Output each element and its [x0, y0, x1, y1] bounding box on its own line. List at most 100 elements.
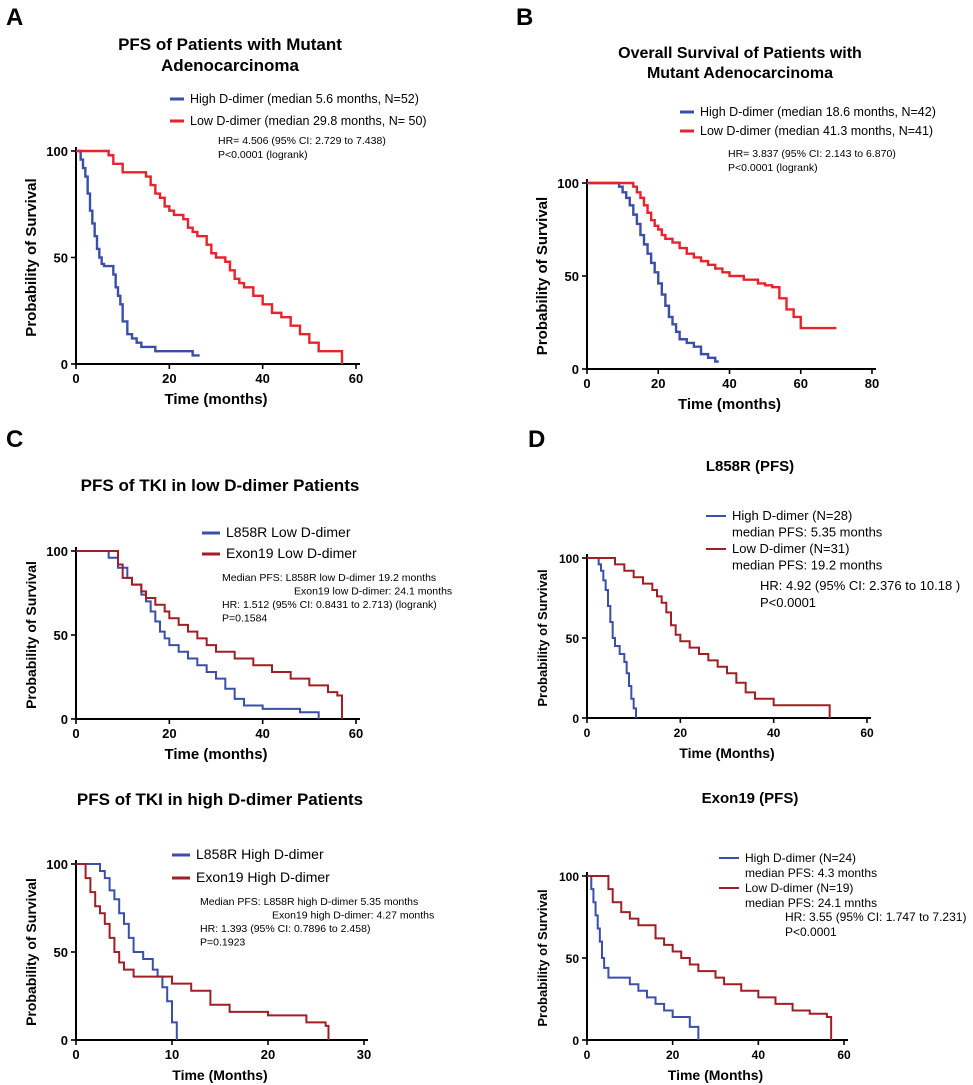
chart-d1-y-axis-title: Probability of Survival	[535, 569, 550, 706]
chart-c2-stat-text: HR: 1.393 (95% CI: 0.7896 to 2.458)	[200, 923, 370, 935]
chart-d2-series-high-curve	[587, 875, 700, 1040]
chart-b-series-high-curve	[587, 181, 719, 363]
chart-c1-x-tick-label: 0	[72, 726, 79, 741]
chart-d2-stat-text: HR: 3.55 (95% CI: 1.747 to 7.231)	[785, 910, 966, 924]
chart-b-y-tick-label: 0	[572, 362, 579, 377]
chart-b-legend-label: High D-dimer (median 18.6 months, N=42)	[700, 105, 936, 119]
chart-c2-series-high-curve	[76, 863, 178, 1040]
chart-a-y-axis-title: Probability of Survival	[23, 178, 40, 336]
chart-a-series-high-curve	[76, 149, 200, 357]
chart-c2-title-line-1: PFS of TKI in high D-dimer Patients	[76, 790, 364, 809]
chart-b-x-axis-title: Time (months)	[678, 396, 781, 413]
chart-c2-y-tick-label: 100	[46, 857, 68, 872]
panel-letter-b: B	[516, 4, 534, 31]
chart-d2-x-tick-label: 60	[837, 1048, 851, 1062]
chart-d1-x-tick-label: 60	[860, 726, 874, 740]
chart-d2-legend-label: median PFS: 4.3 months	[745, 866, 877, 880]
panel-letter-c: C	[6, 426, 24, 453]
chart-c1-legend-label: L858R Low D-dimer	[226, 524, 351, 540]
chart-a-legend-label: High D-dimer (median 5.6 months, N=52)	[190, 92, 419, 106]
chart-d2-y-tick-label: 100	[559, 870, 579, 884]
chart-d2-stat-text: P<0.0001	[785, 925, 837, 939]
chart-d1-stat-text: HR: 4.92 (95% CI: 2.376 to 10.18 )	[760, 578, 960, 593]
chart-c1-y-axis-title: Probability of Survival	[23, 561, 39, 709]
chart-d2-series-low-curve	[587, 875, 833, 1040]
chart-d1-series-high-curve	[587, 557, 637, 718]
chart-c1-title-line-1: PFS of TKI in low D-dimer Patients	[80, 476, 360, 495]
chart-c2-legend-label: L858R High D-dimer	[196, 846, 324, 862]
chart-c2-y-axis-title: Probability of Survival	[23, 878, 39, 1026]
chart-c1-legend-label: Exon19 Low D-dimer	[226, 545, 357, 561]
panel-letter-a: A	[6, 4, 24, 31]
chart-c2-series-low-curve	[76, 863, 330, 1040]
chart-a-x-axis-title: Time (months)	[164, 391, 267, 408]
chart-c2-x-axis-title: Time (Months)	[172, 1067, 267, 1083]
chart-c1-y-tick-label: 100	[46, 544, 68, 559]
chart-c1-x-tick-label: 20	[162, 726, 176, 741]
chart-d1-legend-label: High D-dimer (N=28)	[732, 508, 852, 523]
chart-c2-x-tick-label: 10	[165, 1047, 179, 1062]
chart-b-series-low-curve	[587, 181, 837, 330]
chart-b-y-tick-label: 50	[565, 269, 579, 284]
chart-b-title-line-1: Overall Survival of Patients with	[618, 45, 862, 62]
chart-d2-title: Exon19 (PFS)	[650, 790, 850, 807]
chart-a-y-tick-label: 100	[46, 144, 68, 159]
chart-b-title: Overall Survival of Patients with Mutant…	[560, 44, 920, 84]
chart-c1-y-tick-label: 50	[54, 628, 68, 643]
chart-d2-legend-label: Low D-dimer (N=19)	[745, 881, 853, 895]
chart-d2-x-tick-label: 20	[666, 1048, 680, 1062]
chart-d1-x-tick-label: 20	[674, 726, 688, 740]
chart-d1-y-tick-label: 100	[559, 552, 579, 566]
chart-d2-x-tick-label: 0	[584, 1048, 591, 1062]
chart-b-x-tick-label: 80	[865, 376, 879, 391]
chart-d1-legend-label: Low D-dimer (N=31)	[732, 541, 849, 556]
chart-d1-legend-label: median PFS: 5.35 months	[732, 525, 883, 540]
chart-c2-legend-label: Exon19 High D-dimer	[196, 869, 330, 885]
chart-a-y-tick-label: 0	[61, 357, 68, 372]
chart-b-x-tick-label: 40	[722, 376, 736, 391]
chart-c1-stat-text: HR: 1.512 (95% CI: 0.8431 to 2.713) (log…	[222, 599, 437, 611]
chart-d1-y-tick-label: 0	[572, 712, 579, 726]
chart-c2-title: PFS of TKI in high D-dimer Patients	[30, 790, 410, 810]
chart-c1-title: PFS of TKI in low D-dimer Patients	[40, 476, 400, 496]
chart-c2-y-tick-label: 50	[54, 945, 68, 960]
chart-d1-y-tick-label: 50	[566, 632, 580, 646]
panel-letter-d: D	[528, 426, 546, 453]
chart-a-title: PFS of Patients with Mutant Adenocarcino…	[60, 34, 400, 76]
chart-a-legend-label: Low D-dimer (median 29.8 months, N= 50)	[190, 114, 427, 128]
chart-b-title-line-2: Mutant Adenocarcinoma	[646, 65, 834, 82]
chart-a-series-low-curve	[76, 149, 344, 364]
chart-c2-stat-text: Median PFS: L858R high D-dimer 5.35 mont…	[200, 896, 418, 908]
chart-d1-legend-label: median PFS: 19.2 months	[732, 558, 883, 573]
chart-d2-legend-label: median PFS: 24.1 mnths	[745, 896, 877, 910]
chart-c2: 0 10 20 30 0 50 100 Time (Months) Probability of…	[23, 846, 434, 1083]
chart-d1-x-tick-label: 0	[584, 726, 591, 740]
chart-d2-y-axis-title: Probability of Survival	[535, 889, 550, 1026]
chart-b-x-tick-label: 0	[583, 376, 590, 391]
chart-c2-x-tick-label: 20	[261, 1047, 275, 1062]
chart-a-x-tick-label: 0	[72, 371, 79, 386]
chart-a-stat-text: P<0.0001 (logrank)	[218, 149, 308, 161]
chart-b-stat-text: HR= 3.837 (95% CI: 2.143 to 6.870)	[728, 148, 896, 160]
chart-c1-x-axis-title: Time (months)	[164, 746, 267, 763]
chart-b-stat-text: P<0.0001 (logrank)	[728, 162, 818, 174]
chart-a-title-line-1: PFS of Patients with Mutant	[118, 35, 342, 54]
chart-d2-y-tick-label: 0	[572, 1034, 579, 1048]
chart-d2-x-axis-title: Time (Months)	[668, 1067, 763, 1083]
chart-c1-x-tick-label: 60	[349, 726, 363, 741]
chart-b-x-tick-label: 60	[794, 376, 808, 391]
chart-a-x-tick-label: 60	[349, 371, 363, 386]
chart-c1-series-low-curve	[76, 550, 343, 719]
chart-b-legend-label: Low D-dimer (median 41.3 months, N=41)	[700, 124, 933, 138]
chart-c2-stat-text: P=0.1923	[200, 937, 245, 949]
chart-a-x-tick-label: 40	[255, 371, 269, 386]
chart-c1-stat-text: Exon19 low D-dimer: 24.1 months	[294, 586, 452, 598]
chart-d1-series-low-curve	[587, 557, 831, 718]
chart-a: 0 20 40 60 0 50 100 Time (months) Probability of…	[23, 92, 427, 408]
chart-d2-y-tick-label: 50	[566, 952, 580, 966]
chart-c1-stat-text: Median PFS: L858R low D-dimer 19.2 month…	[222, 572, 436, 584]
chart-c1-stat-text: P=0.1584	[222, 613, 267, 625]
chart-d1-x-tick-label: 40	[767, 726, 781, 740]
chart-a-stat-text: HR= 4.506 (95% CI: 2.729 to 7.438)	[218, 135, 386, 147]
